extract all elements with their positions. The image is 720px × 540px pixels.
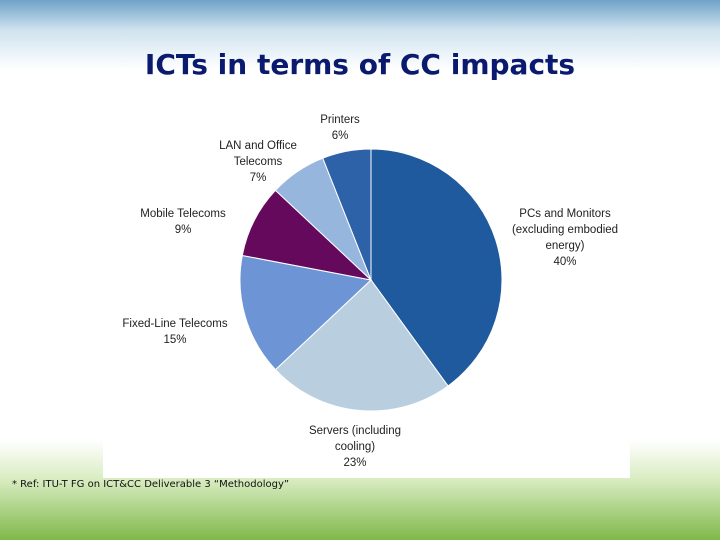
value-label: 7% — [249, 172, 267, 184]
chart-title: ICTs in terms of CC impacts — [144, 48, 576, 81]
value-label: 40% — [553, 256, 577, 268]
slice-label: Printers 6% — [310, 112, 370, 144]
pie-slice — [370, 148, 503, 387]
pie-slice — [274, 279, 449, 412]
pie-slice — [322, 148, 372, 281]
category-label: Printers — [320, 114, 360, 126]
slice-label: Servers (including cooling) 23% — [300, 423, 410, 471]
value-label: 9% — [174, 224, 192, 236]
value-label: 15% — [163, 334, 187, 346]
slice-label: LAN and Office Telecoms 7% — [203, 138, 313, 186]
value-label: 6% — [331, 130, 349, 142]
category-label: Servers (including cooling) — [308, 425, 402, 453]
category-label: PCs and Monitors (excluding embodied ene… — [511, 208, 619, 252]
slice-label: Fixed-Line Telecoms 15% — [105, 316, 245, 348]
category-label: Fixed-Line Telecoms — [122, 318, 228, 330]
category-label: LAN and Office Telecoms — [219, 140, 297, 168]
slice-label: PCs and Monitors (excluding embodied ene… — [500, 206, 630, 270]
pie-slice — [239, 254, 373, 371]
slice-label: Mobile Telecoms 9% — [123, 206, 243, 238]
value-label: 23% — [343, 457, 367, 469]
category-label: Mobile Telecoms — [140, 208, 226, 220]
footnote: * Ref: ITU-T FG on ICT&CC Deliverable 3 … — [12, 479, 290, 490]
